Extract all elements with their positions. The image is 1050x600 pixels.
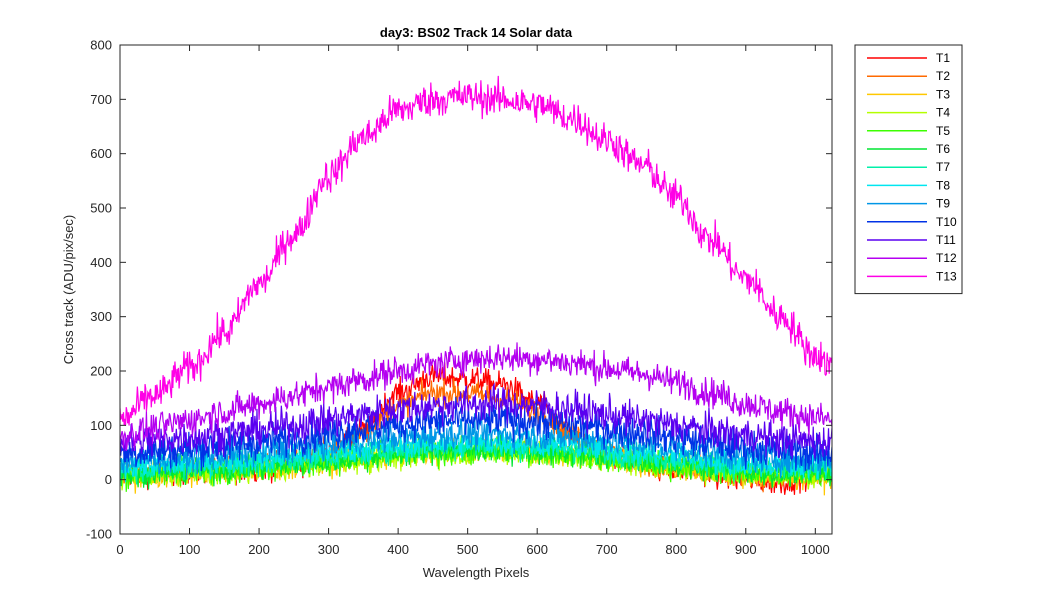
y-tick-label: 700	[90, 92, 112, 107]
legend: T1 T2 T3 T4 T5 T6 T7 T8 T9 T10 T11 T12 T13	[854, 44, 963, 295]
legend-item-t13: T13	[867, 269, 957, 283]
legend-item-t8: T8	[867, 178, 950, 192]
legend-item-t9: T9	[867, 197, 950, 211]
x-tick-label: 600	[526, 542, 548, 557]
plot-frame	[119, 44, 833, 535]
legend-label: T9	[936, 197, 950, 211]
legend-box	[854, 44, 963, 295]
series-line-t13	[120, 75, 832, 426]
legend-item-t1: T1	[867, 51, 950, 65]
series-line-t7	[120, 431, 832, 485]
y-tick-label: 300	[90, 309, 112, 324]
y-tick-label: 500	[90, 201, 112, 216]
series-line-t12	[120, 342, 832, 452]
y-tick-label: 100	[90, 418, 112, 433]
series-line-t11	[120, 382, 832, 459]
series-layer	[120, 75, 832, 496]
legend-items: T1 T2 T3 T4 T5 T6 T7 T8 T9 T10 T11 T12 T13	[867, 51, 957, 283]
legend-label: T13	[936, 269, 957, 283]
legend-label: T3	[936, 87, 950, 101]
chart-title: day3: BS02 Track 14 Solar data	[380, 25, 573, 40]
x-tick-label: 100	[179, 542, 201, 557]
legend-item-t5: T5	[867, 124, 950, 138]
y-tick-label: 200	[90, 364, 112, 379]
x-tick-label: 700	[596, 542, 618, 557]
legend-item-t3: T3	[867, 87, 950, 101]
legend-label: T6	[936, 142, 950, 156]
legend-item-t12: T12	[867, 251, 957, 265]
legend-item-t11: T11	[867, 233, 956, 247]
legend-label: T4	[936, 106, 950, 120]
legend-item-t2: T2	[867, 69, 950, 83]
axes-layer: 0 100 200 300 400 500 600 700 800 900 1000 -100 0 100…	[86, 38, 832, 557]
legend-label: T1	[936, 51, 950, 65]
x-tick-label: 500	[457, 542, 479, 557]
x-tick-label: 900	[735, 542, 757, 557]
legend-label: T8	[936, 178, 950, 192]
x-axis-title: Wavelength Pixels	[423, 565, 530, 580]
legend-label: T7	[936, 160, 950, 174]
legend-item-t10: T10	[867, 215, 957, 229]
x-tick-label: 800	[665, 542, 687, 557]
legend-label: T12	[936, 251, 957, 265]
legend-item-t7: T7	[867, 160, 950, 174]
legend-label: T5	[936, 124, 950, 138]
legend-item-t4: T4	[867, 106, 950, 120]
x-tick-label: 1000	[801, 542, 830, 557]
x-tick-label: 300	[318, 542, 340, 557]
legend-label: T11	[936, 233, 956, 247]
y-tick-label: 800	[90, 38, 112, 53]
x-tick-label: 200	[248, 542, 270, 557]
x-tick-label: 0	[116, 542, 123, 557]
y-axis-title: Cross track (ADU/pix/sec)	[61, 215, 76, 365]
x-tick-label: 400	[387, 542, 409, 557]
legend-label: T2	[936, 69, 950, 83]
y-tick-label: 0	[105, 472, 112, 487]
y-tick-label: 600	[90, 146, 112, 161]
y-tick-label: 400	[90, 255, 112, 270]
legend-item-t6: T6	[867, 142, 950, 156]
legend-label: T10	[936, 215, 957, 229]
y-tick-label: -100	[86, 527, 112, 542]
